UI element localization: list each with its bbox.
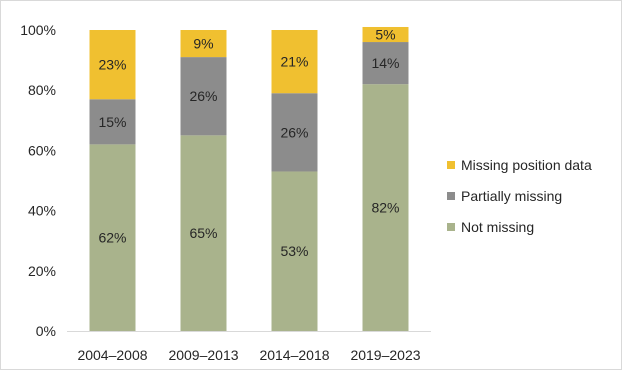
bar-segment (271, 171, 318, 331)
bar-segment (89, 30, 136, 100)
bar-segment (180, 135, 227, 331)
data-label: 82% (371, 200, 399, 216)
y-tick-label: 60% (28, 142, 56, 158)
data-label: 23% (98, 57, 126, 73)
data-label: 53% (280, 243, 308, 259)
bar-segment (362, 42, 409, 85)
legend-label: Not missing (461, 219, 534, 235)
y-tick-label: 40% (28, 203, 56, 219)
bar-segment (180, 57, 227, 136)
legend-swatch (447, 161, 455, 169)
x-tick-label: 2009–2013 (168, 347, 238, 363)
x-axis: 2004–2008 2009–2013 2014–2018 2019–2023 (67, 331, 431, 363)
data-label: 26% (280, 124, 308, 140)
bar-segment (89, 144, 136, 331)
legend-swatch (447, 192, 455, 200)
bar-segment (362, 26, 409, 43)
bar-segment (271, 30, 318, 94)
y-tick-label: 0% (36, 323, 56, 339)
legend-swatch (447, 223, 455, 231)
data-label: 9% (193, 36, 213, 52)
y-tick-label: 100% (20, 22, 56, 38)
legend: Missing position data Partially missing No… (447, 157, 592, 235)
y-axis: 0% 20% 40% 60% 80% 100% (20, 22, 56, 339)
bar-segment (180, 30, 227, 58)
legend-label: Partially missing (461, 188, 562, 204)
data-label: 26% (189, 88, 217, 104)
data-label: 15% (98, 114, 126, 130)
bars-group: 62% 15% 23% 65% 26% 9% 53% 26% 21% 82% 14% 5% (89, 26, 409, 332)
bar-segment (271, 93, 318, 172)
data-label: 21% (280, 54, 308, 70)
y-tick-label: 80% (28, 82, 56, 98)
x-tick-label: 2004–2008 (77, 347, 147, 363)
bar-segment (362, 84, 409, 332)
legend-label: Missing position data (461, 157, 592, 173)
data-label: 5% (375, 27, 395, 43)
x-tick-label: 2019–2023 (350, 347, 420, 363)
data-label: 14% (371, 55, 399, 71)
data-label: 65% (189, 225, 217, 241)
data-label: 62% (98, 230, 126, 246)
x-tick-label: 2014–2018 (259, 347, 329, 363)
bar-segment (89, 99, 136, 145)
y-tick-label: 20% (28, 263, 56, 279)
